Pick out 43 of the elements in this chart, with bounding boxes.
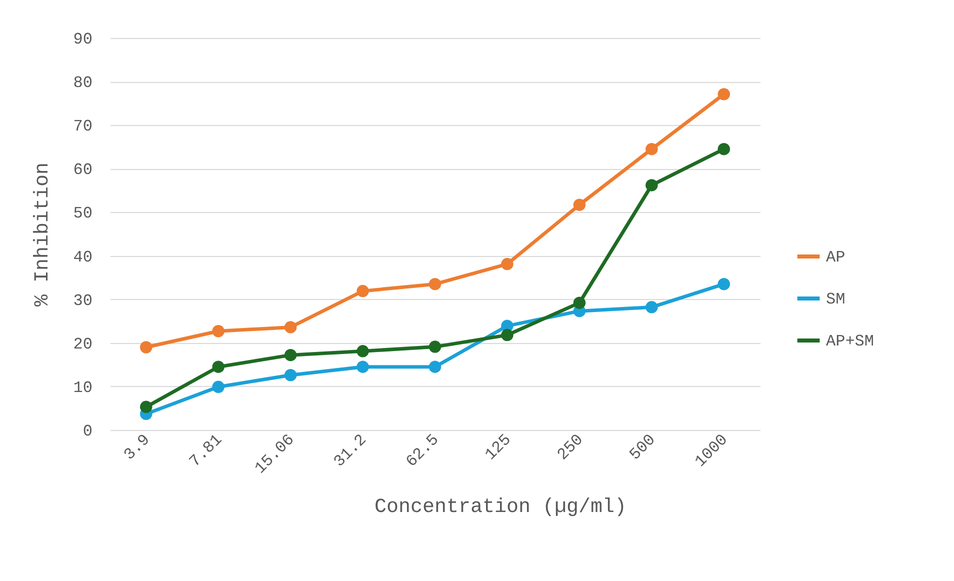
y-tick-label: 90 bbox=[73, 30, 92, 48]
y-tick-label: 80 bbox=[73, 74, 92, 92]
point bbox=[501, 328, 514, 342]
point bbox=[646, 142, 658, 156]
y-tick-label: 0 bbox=[82, 422, 92, 440]
point bbox=[718, 278, 730, 290]
point bbox=[356, 345, 369, 358]
point bbox=[428, 278, 442, 290]
point bbox=[356, 360, 369, 373]
point bbox=[646, 179, 658, 192]
point bbox=[212, 360, 224, 373]
point bbox=[284, 348, 297, 362]
y-tick-label: 50 bbox=[73, 204, 92, 223]
y-tick-label: 10 bbox=[73, 378, 92, 397]
legend-label: AP+SM bbox=[826, 332, 874, 350]
y-tick-label: 70 bbox=[73, 118, 92, 136]
point bbox=[501, 258, 514, 270]
y-tick-label: 40 bbox=[73, 248, 92, 266]
point bbox=[212, 325, 224, 338]
point bbox=[140, 341, 152, 354]
point bbox=[428, 340, 442, 353]
point bbox=[140, 400, 152, 414]
point bbox=[284, 321, 297, 334]
point bbox=[573, 198, 586, 211]
point bbox=[356, 284, 369, 298]
y-axis-title: % Inhibition bbox=[31, 162, 54, 307]
y-tick-label: 20 bbox=[73, 335, 92, 354]
x-axis-title: Concentration (µg/ml) bbox=[374, 496, 627, 520]
point bbox=[212, 380, 224, 393]
point bbox=[718, 142, 730, 156]
y-tick-label: 60 bbox=[73, 161, 92, 180]
legend-label: AP bbox=[826, 248, 846, 266]
x-tick-label: 500 bbox=[626, 430, 660, 464]
point bbox=[646, 301, 658, 314]
y-tick-label: 30 bbox=[73, 292, 92, 310]
point bbox=[284, 369, 297, 382]
x-tick-label: 3.9 bbox=[120, 430, 154, 464]
x-tick-label: 250 bbox=[554, 430, 588, 464]
point bbox=[718, 88, 730, 100]
point bbox=[428, 360, 442, 373]
x-tick-label: 125 bbox=[482, 430, 515, 464]
legend-label: SM bbox=[826, 290, 846, 308]
point bbox=[573, 296, 586, 309]
